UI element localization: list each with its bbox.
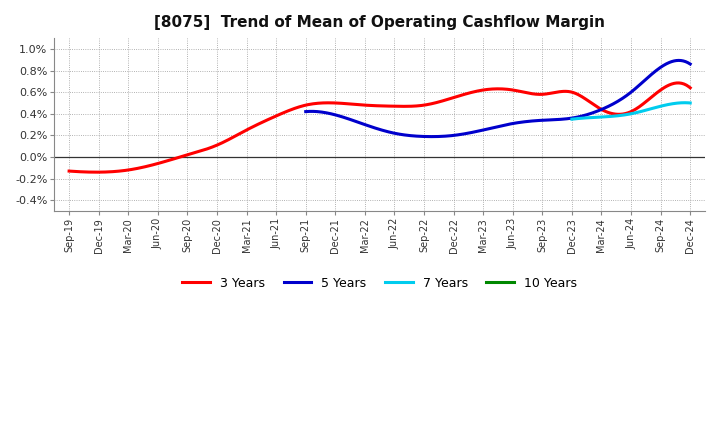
5 Years	[678, 58, 687, 63]
Legend: 3 Years, 5 Years, 7 Years, 10 Years: 3 Years, 5 Years, 7 Years, 10 Years	[177, 272, 582, 295]
5 Years	[510, 121, 519, 126]
5 Years	[617, 96, 626, 102]
3 Years	[92, 169, 101, 175]
7 Years	[686, 100, 695, 106]
3 Years	[686, 85, 695, 91]
Line: 5 Years: 5 Years	[306, 60, 690, 136]
7 Years	[638, 109, 647, 114]
7 Years	[683, 100, 692, 106]
5 Years	[686, 62, 695, 67]
7 Years	[631, 110, 640, 115]
Line: 3 Years: 3 Years	[69, 83, 690, 172]
3 Years	[65, 169, 73, 174]
3 Years	[365, 103, 374, 108]
5 Years	[487, 125, 496, 131]
3 Years	[402, 104, 410, 109]
Title: [8075]  Trend of Mean of Operating Cashflow Margin: [8075] Trend of Mean of Operating Cashfl…	[154, 15, 605, 30]
5 Years	[427, 134, 436, 139]
3 Years	[361, 103, 369, 108]
7 Years	[624, 112, 633, 117]
5 Years	[302, 109, 310, 114]
3 Years	[436, 99, 444, 104]
5 Years	[485, 126, 493, 131]
7 Years	[624, 112, 632, 117]
7 Years	[680, 100, 689, 105]
5 Years	[675, 58, 683, 63]
3 Years	[673, 80, 682, 85]
5 Years	[531, 118, 540, 123]
Line: 7 Years: 7 Years	[572, 103, 690, 119]
3 Years	[575, 93, 584, 98]
7 Years	[665, 102, 673, 107]
7 Years	[567, 117, 576, 122]
3 Years	[672, 81, 681, 86]
